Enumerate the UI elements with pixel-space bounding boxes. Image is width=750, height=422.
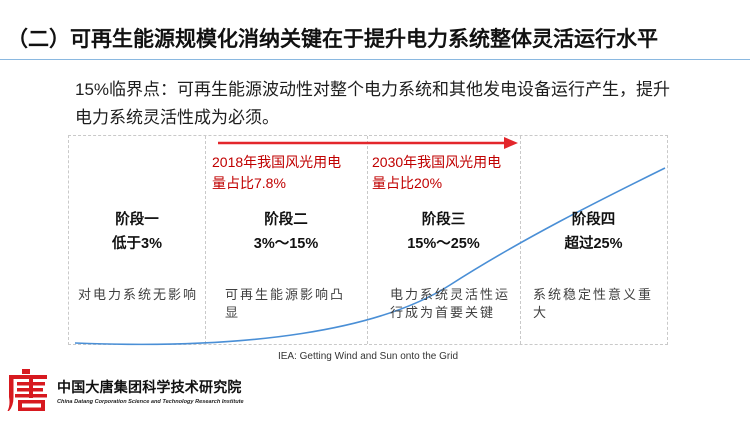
stage-2-name: 阶段二 (264, 212, 308, 228)
description-line: 显 (225, 305, 241, 320)
slide-title: （二）可再生能源规模化消纳关键在于提升电力系统整体灵活运行水平 (7, 28, 658, 51)
milestone-line: 量占比20% (372, 175, 443, 191)
stage-3-name: 阶段三 (421, 212, 466, 228)
stage-1-name: 阶段一 (115, 212, 159, 228)
org-name-en: China Datang Corporation Science and Tec… (57, 399, 244, 405)
stage-1-description: 对电力系统无影响 (78, 286, 198, 304)
body-text-line: 15%临界点：可再生能源波动性对整个电力系统和其他发电设备运行产生，提升 (75, 80, 671, 99)
datang-logo-icon (7, 369, 47, 411)
org-name-zh: 中国大唐集团科学技术研究院 (57, 379, 242, 395)
milestone-line: 量占比7.8% (212, 175, 286, 191)
stage-1-range: 低于3% (112, 236, 162, 252)
stage-4-description: 系统稳定性意义重 大 (533, 286, 653, 322)
milestone-line: 2018年我国风光用电 (212, 154, 342, 170)
milestone-label-2030: 2030年我国风光用电 量占比20% (372, 152, 501, 194)
description-line: 系统稳定性意义重 (533, 287, 654, 302)
stage-2-range: 3%～15% (253, 236, 319, 252)
body-text-line: 电力系统灵活性成为必须。 (75, 108, 279, 127)
stage-3-range: 15%～25% (407, 236, 480, 252)
milestone-label-2018: 2018年我国风光用电 量占比7.8% (212, 152, 341, 194)
title-underline (0, 59, 750, 60)
stage-divider (520, 136, 521, 344)
description-line: 行成为首要关键 (390, 305, 496, 320)
arrow-head (504, 137, 518, 149)
description-line: 对电力系统无影响 (78, 287, 199, 302)
stage-4-header: 阶段四 超过25% (520, 208, 667, 256)
stage-diagram: 2018年我国风光用电 量占比7.8% 2030年我国风光用电 量占比20% 阶… (68, 135, 668, 346)
diagram-graphics (74, 137, 666, 346)
stage-2-description: 可再生能源影响凸 显 (225, 286, 345, 322)
source-caption: IEA: Getting Wind and Sun onto the Grid (277, 351, 459, 362)
description-line: 可再生能源影响凸 (225, 287, 346, 302)
description-line: 大 (533, 305, 549, 320)
right-arrow-icon (218, 137, 518, 149)
description-line: 电力系统灵活性运 (390, 287, 511, 302)
body-text: 15%临界点：可再生能源波动性对整个电力系统和其他发电设备运行产生，提升 电力系… (75, 76, 670, 132)
stage-divider (367, 136, 368, 344)
stage-3-header: 阶段三 15%～25% (367, 208, 520, 256)
growth-curve (74, 167, 666, 346)
stage-3-description: 电力系统灵活性运 行成为首要关键 (390, 286, 510, 322)
stage-2-header: 阶段二 3%～15% (205, 208, 367, 256)
milestone-line: 2030年我国风光用电 (372, 154, 502, 170)
stage-4-range: 超过25% (564, 236, 623, 252)
stage-1-header: 阶段一 低于3% (69, 208, 205, 256)
stage-4-name: 阶段四 (571, 212, 616, 228)
stage-divider (205, 136, 206, 344)
